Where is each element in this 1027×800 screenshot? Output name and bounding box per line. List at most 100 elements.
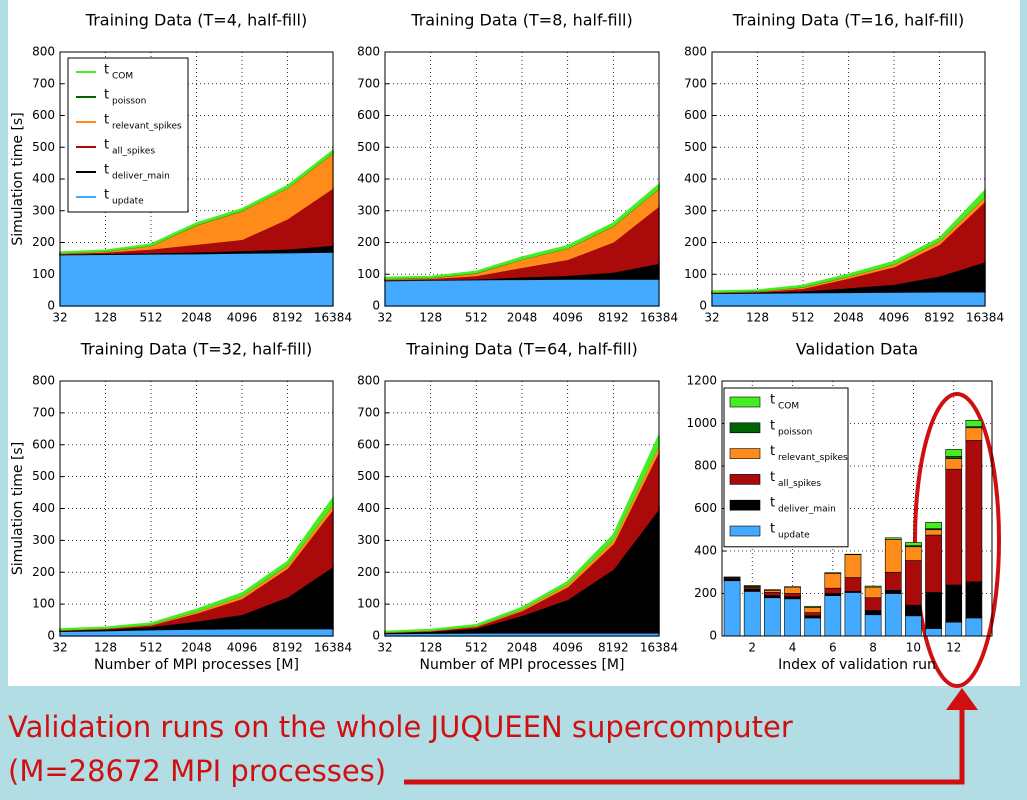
bar-segment xyxy=(865,598,881,611)
y-tick-label: 300 xyxy=(32,533,55,547)
bar-segment xyxy=(724,577,740,578)
bar-segment xyxy=(946,459,962,470)
bar-segment xyxy=(966,428,982,441)
x-tick-label: 8192 xyxy=(598,311,629,325)
y-tick-label: 200 xyxy=(694,586,717,600)
bar-segment xyxy=(885,539,901,572)
y-tick-label: 0 xyxy=(709,629,717,643)
y-tick-label: 200 xyxy=(357,565,380,579)
y-tick-label: 800 xyxy=(357,45,380,59)
y-tick-label: 300 xyxy=(32,203,55,217)
x-tick-label: 512 xyxy=(465,641,488,655)
bar-segment xyxy=(946,622,962,636)
x-tick-label: 4096 xyxy=(227,311,258,325)
legend-subscript: COM xyxy=(778,402,799,412)
legend-subscript: deliver_main xyxy=(778,505,836,515)
legend-swatch xyxy=(730,474,760,484)
legend-subscript: all_spikes xyxy=(112,147,155,157)
bar-segment xyxy=(885,590,901,593)
x-tick-label: 128 xyxy=(94,311,117,325)
arrow-head xyxy=(946,688,978,710)
y-tick-label: 600 xyxy=(357,437,380,451)
x-tick-label: 128 xyxy=(419,641,442,655)
bar-segment xyxy=(966,441,982,582)
legend-label: t xyxy=(770,418,775,433)
x-axis-label: Number of MPI processes [M] xyxy=(94,657,299,673)
bar-segment xyxy=(926,535,942,592)
bar-segment xyxy=(865,615,881,636)
bar-segment xyxy=(845,578,861,592)
bar-segment xyxy=(784,597,800,599)
x-tick-label: 4096 xyxy=(227,641,258,655)
bar-segment xyxy=(926,530,942,535)
y-tick-label: 100 xyxy=(32,267,55,281)
y-tick-label: 100 xyxy=(32,597,55,611)
x-tick-label: 128 xyxy=(94,641,117,655)
x-tick-label: 4 xyxy=(789,641,797,655)
bar-segment xyxy=(946,585,962,622)
bar-segment xyxy=(905,547,921,561)
bar-segment xyxy=(764,592,780,595)
y-tick-label: 100 xyxy=(357,267,380,281)
bar-segment xyxy=(784,594,800,597)
legend-subscript: all_spikes xyxy=(778,479,821,489)
bar-segment xyxy=(805,613,821,616)
x-tick-label: 8 xyxy=(869,641,877,655)
bar-segment xyxy=(724,581,740,636)
bar-segment xyxy=(805,607,821,612)
bar-segment xyxy=(825,573,841,574)
legend-label: t xyxy=(770,470,775,485)
x-tick-label: 16384 xyxy=(640,641,678,655)
bar-segment xyxy=(946,456,962,458)
x-tick-label: 4096 xyxy=(552,311,583,325)
bar-segment xyxy=(905,543,921,546)
y-tick-label: 300 xyxy=(357,533,380,547)
legend-subscript: update xyxy=(112,197,144,207)
x-tick-label: 128 xyxy=(419,311,442,325)
chart-title: Validation Data xyxy=(796,340,918,359)
x-tick-label: 32 xyxy=(377,311,392,325)
x-tick-label: 12 xyxy=(946,641,961,655)
y-tick-label: 200 xyxy=(357,235,380,249)
x-tick-label: 2048 xyxy=(181,641,212,655)
y-tick-label: 800 xyxy=(32,374,55,388)
x-tick-label: 2048 xyxy=(507,311,538,325)
y-tick-label: 400 xyxy=(357,172,380,186)
x-tick-label: 2048 xyxy=(833,311,864,325)
y-tick-label: 700 xyxy=(357,405,380,419)
bar-segment xyxy=(905,605,921,616)
x-tick-label: 32 xyxy=(704,311,719,325)
legend-label: t xyxy=(104,88,109,103)
area xyxy=(385,279,659,306)
chart-title: Training Data (T=8, half-fill) xyxy=(410,11,632,30)
y-tick-label: 800 xyxy=(32,45,55,59)
x-tick-label: 8192 xyxy=(272,311,303,325)
legend-label: t xyxy=(104,188,109,203)
y-tick-label: 400 xyxy=(694,544,717,558)
legend-swatch xyxy=(730,449,760,459)
bar-segment xyxy=(905,616,921,636)
bar-segment xyxy=(865,587,881,598)
legend-subscript: relevant_spikes xyxy=(112,122,182,132)
legend-swatch xyxy=(730,500,760,510)
legend-label: t xyxy=(770,522,775,537)
bar-segment xyxy=(805,618,821,636)
legend-subscript: COM xyxy=(112,72,133,82)
y-tick-label: 400 xyxy=(32,172,55,186)
bar-segment xyxy=(764,596,780,598)
legend-box xyxy=(724,388,848,547)
x-tick-label: 10 xyxy=(906,641,921,655)
x-tick-label: 512 xyxy=(140,641,163,655)
y-tick-label: 700 xyxy=(357,76,380,90)
bar-segment xyxy=(926,522,942,528)
bar-segment xyxy=(764,590,780,592)
x-tick-label: 16384 xyxy=(640,311,678,325)
y-tick-label: 100 xyxy=(684,267,707,281)
bar-segment xyxy=(885,572,901,590)
y-tick-label: 200 xyxy=(32,235,55,249)
x-tick-label: 8192 xyxy=(924,311,955,325)
y-tick-label: 400 xyxy=(357,501,380,515)
y-axis-label: Simulation time [s] xyxy=(10,442,26,575)
legend-label: t xyxy=(104,63,109,78)
